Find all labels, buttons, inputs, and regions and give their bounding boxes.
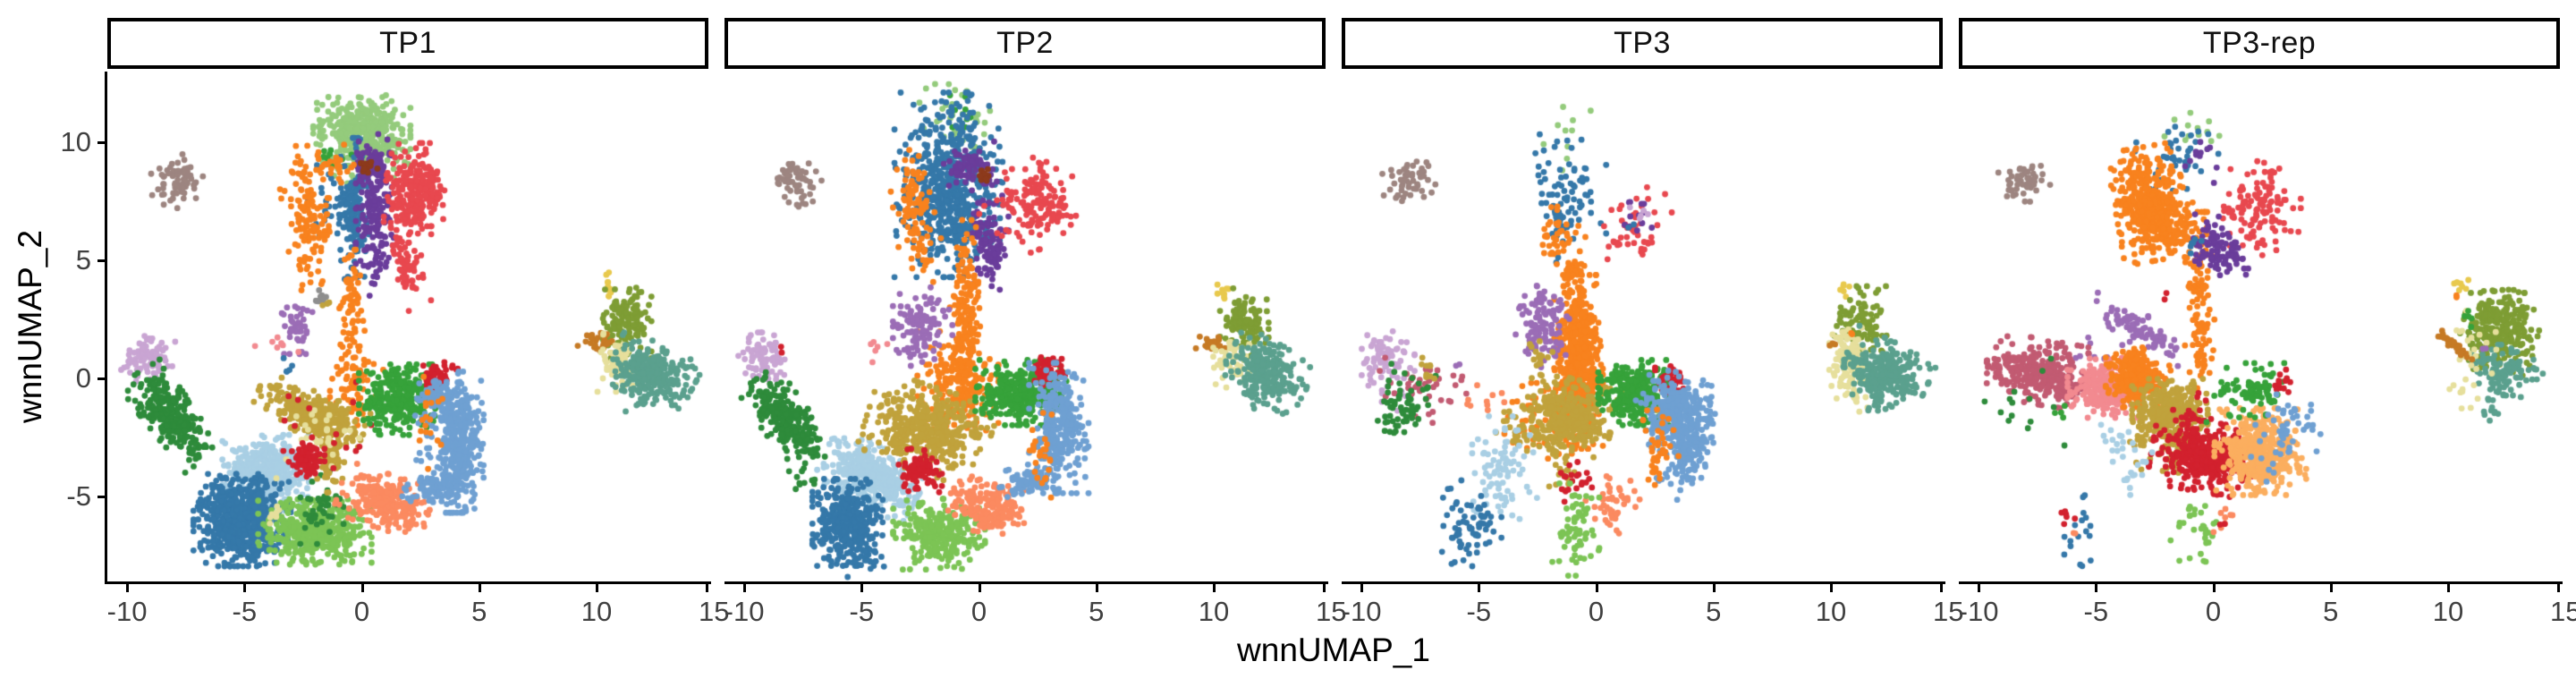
x-tick-label: 15 bbox=[699, 596, 730, 627]
x-tick-label: 5 bbox=[471, 596, 487, 627]
x-tick-label: 5 bbox=[1089, 596, 1105, 627]
facet-tp2: TP2 -10 -5 0 5 10 15 bbox=[724, 0, 1347, 687]
umap-panel-tp1 bbox=[107, 72, 708, 581]
x-tick-label: 10 bbox=[580, 596, 613, 627]
x-axis-tick bbox=[1978, 584, 1981, 592]
x-axis-tick bbox=[2447, 584, 2451, 592]
x-tick-label: 0 bbox=[2205, 596, 2222, 627]
x-axis-tick bbox=[478, 584, 481, 592]
facet-strip-label: TP2 bbox=[996, 26, 1054, 60]
x-axis-line bbox=[724, 581, 1328, 584]
x-axis-tick bbox=[743, 584, 747, 592]
umap-panel-tp3 bbox=[1342, 72, 1943, 581]
x-axis-tick bbox=[2557, 584, 2560, 592]
y-axis-tick bbox=[97, 377, 106, 380]
x-axis-tick bbox=[706, 584, 708, 592]
facet-strip-label: TP1 bbox=[379, 26, 436, 60]
x-tick-label: 10 bbox=[1815, 596, 1847, 627]
facet-tp3rep: TP3-rep -10 -5 0 5 10 15 bbox=[1958, 0, 2576, 687]
x-tick-label: 15 bbox=[2550, 596, 2576, 627]
x-axis-tick bbox=[1360, 584, 1364, 592]
x-axis-tick bbox=[860, 584, 864, 592]
x-axis-tick bbox=[1478, 584, 1481, 592]
y-axis-tick bbox=[97, 259, 106, 262]
x-tick-label: 0 bbox=[1588, 596, 1605, 627]
x-tick-label: -5 bbox=[232, 596, 258, 627]
x-axis-tick bbox=[1940, 584, 1943, 592]
umap-panel-tp2 bbox=[724, 72, 1326, 581]
x-tick-label: 10 bbox=[2432, 596, 2464, 627]
facet-strip-tp3rep: TP3-rep bbox=[1959, 18, 2560, 69]
x-tick-label: -10 bbox=[1341, 596, 1382, 627]
facet-tp1: TP1 -10 -5 0 5 10 15 bbox=[105, 0, 730, 687]
x-axis-line bbox=[1959, 581, 2563, 584]
umap-points-canvas-tp1 bbox=[107, 72, 708, 581]
x-axis-tick bbox=[126, 584, 130, 592]
x-axis-tick bbox=[360, 584, 364, 592]
x-tick-label: -10 bbox=[724, 596, 765, 627]
x-axis-tick bbox=[1712, 584, 1716, 592]
umap-points-canvas-tp3rep bbox=[1959, 72, 2560, 581]
x-axis-tick bbox=[2212, 584, 2216, 592]
facet-tp3: TP3 -10 -5 0 5 10 15 bbox=[1341, 0, 1964, 687]
facet-strip-tp1: TP1 bbox=[107, 18, 708, 69]
x-axis-tick bbox=[1595, 584, 1598, 592]
x-tick-label: 15 bbox=[1933, 596, 1964, 627]
x-axis-tick bbox=[1323, 584, 1326, 592]
x-axis-tick bbox=[2329, 584, 2333, 592]
x-tick-label: -5 bbox=[1466, 596, 1492, 627]
facet-strip-tp3: TP3 bbox=[1342, 18, 1943, 69]
umap-panel-tp3rep bbox=[1959, 72, 2560, 581]
facet-strip-label: TP3-rep bbox=[2202, 26, 2317, 60]
x-tick-label: -10 bbox=[106, 596, 148, 627]
umap-points-canvas-tp3 bbox=[1342, 72, 1943, 581]
x-axis-title: wnnUMAP_1 bbox=[1237, 632, 1430, 668]
y-axis-line bbox=[105, 72, 107, 584]
x-axis-tick bbox=[2095, 584, 2098, 592]
y-axis-tick bbox=[97, 495, 106, 498]
facet-strip-tp2: TP2 bbox=[724, 18, 1326, 69]
x-tick-label: -5 bbox=[849, 596, 875, 627]
x-axis-line bbox=[107, 581, 711, 584]
umap-points-canvas-tp2 bbox=[724, 72, 1326, 581]
y-tick-label: 5 bbox=[75, 244, 91, 276]
x-tick-label: 5 bbox=[1706, 596, 1722, 627]
x-tick-label: -5 bbox=[2083, 596, 2109, 627]
x-axis-tick bbox=[1830, 584, 1834, 592]
x-axis-tick bbox=[978, 584, 981, 592]
x-tick-label: 15 bbox=[1316, 596, 1347, 627]
x-tick-label: -10 bbox=[1958, 596, 1999, 627]
x-tick-label: 0 bbox=[970, 596, 987, 627]
x-axis-tick bbox=[243, 584, 247, 592]
y-tick-label: 10 bbox=[60, 126, 91, 158]
x-tick-label: 5 bbox=[2323, 596, 2339, 627]
x-tick-label: 10 bbox=[1198, 596, 1230, 627]
y-tick-label: 0 bbox=[75, 362, 91, 394]
facet-strip-label: TP3 bbox=[1614, 26, 1671, 60]
x-tick-label: 0 bbox=[353, 596, 370, 627]
x-axis-tick bbox=[596, 584, 599, 592]
x-axis-tick bbox=[1213, 584, 1216, 592]
y-tick-label: -5 bbox=[66, 480, 91, 512]
y-axis-tick bbox=[97, 140, 106, 144]
x-axis-line bbox=[1342, 581, 1945, 584]
x-axis-tick bbox=[1095, 584, 1098, 592]
